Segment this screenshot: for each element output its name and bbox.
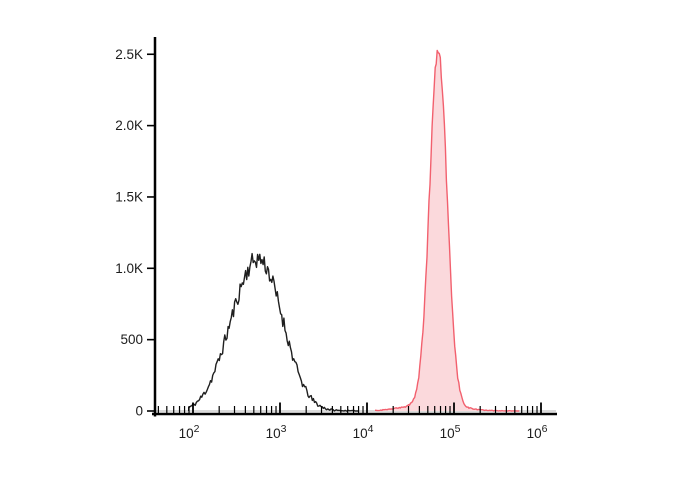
y-axis-tick-label: 500 <box>120 332 143 347</box>
x-axis-tick-label: 105 <box>440 423 461 441</box>
x-axis-tick-label: 104 <box>353 423 374 441</box>
series-unstained-control-curve <box>188 252 359 412</box>
x-axis-tick-label: 106 <box>527 423 548 441</box>
series-stained-sample-fill <box>375 50 520 412</box>
x-axis-tick-label: 102 <box>179 423 200 441</box>
x-axis-tick-label: 103 <box>266 423 287 441</box>
y-axis-tick-label: 2.5K <box>115 47 143 62</box>
y-axis-tick-label: 1.5K <box>115 189 143 204</box>
y-axis-tick-label: 1.0K <box>115 261 143 276</box>
y-axis-tick-label: 0 <box>135 404 143 419</box>
y-axis-tick-label: 2.0K <box>115 118 143 133</box>
